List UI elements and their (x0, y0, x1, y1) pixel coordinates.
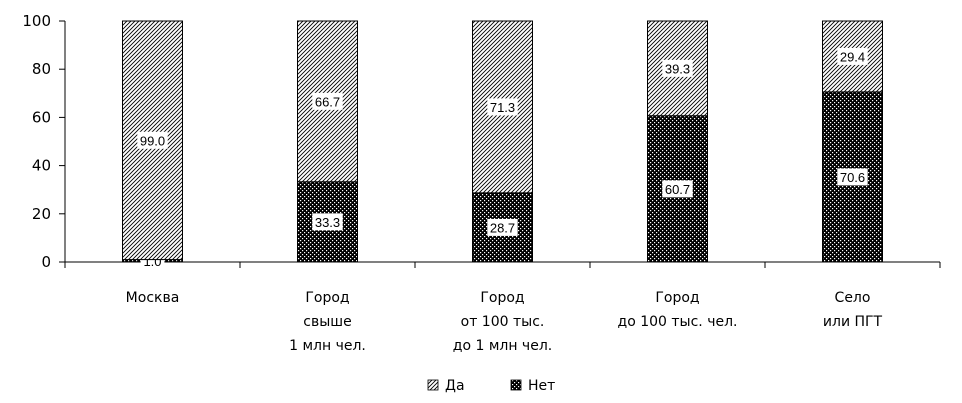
data-label-box (137, 131, 168, 149)
y-tick-label: 40 (32, 157, 51, 175)
y-tick-label: 0 (41, 253, 51, 271)
data-label-нет: 33.3 (315, 215, 340, 230)
legend-label-нет: Нет (528, 378, 555, 394)
data-label-box (487, 98, 518, 116)
data-label-box (312, 92, 343, 110)
legend: Да Нет (427, 378, 555, 394)
data-label-box (487, 218, 518, 236)
data-label-нет: 60.7 (665, 182, 690, 197)
data-label-да: 39.3 (665, 61, 690, 76)
x-category-label: Город от 100 тыс. до 1 млн чел. (453, 290, 552, 354)
data-label-да: 29.4 (840, 49, 865, 64)
data-label-box (837, 47, 868, 65)
legend-swatch-нет (510, 379, 522, 391)
data-label-да: 66.7 (315, 94, 340, 109)
legend-label-да: Да (445, 378, 465, 394)
data-label-нет: 28.7 (490, 220, 515, 235)
y-tick-label: 60 (32, 108, 51, 126)
data-label-box (662, 180, 693, 198)
data-label-box (837, 168, 868, 186)
x-category-label: Город до 100 тыс. чел. (618, 290, 738, 330)
x-category-label: Село или ПГТ (823, 290, 883, 330)
y-tick-label: 100 (22, 12, 51, 30)
data-label-да: 71.3 (490, 100, 515, 115)
x-category-label: Москва (126, 290, 180, 306)
data-label-да: 99.0 (140, 133, 165, 148)
x-category-label: Город свыше 1 млн чел. (289, 290, 366, 354)
data-label-нет: 70.6 (840, 170, 865, 185)
y-tick-label: 80 (32, 60, 51, 78)
data-label-box (312, 213, 343, 231)
legend-swatch-да (427, 379, 439, 391)
data-label-box (662, 59, 693, 77)
y-tick-label: 20 (32, 205, 51, 223)
